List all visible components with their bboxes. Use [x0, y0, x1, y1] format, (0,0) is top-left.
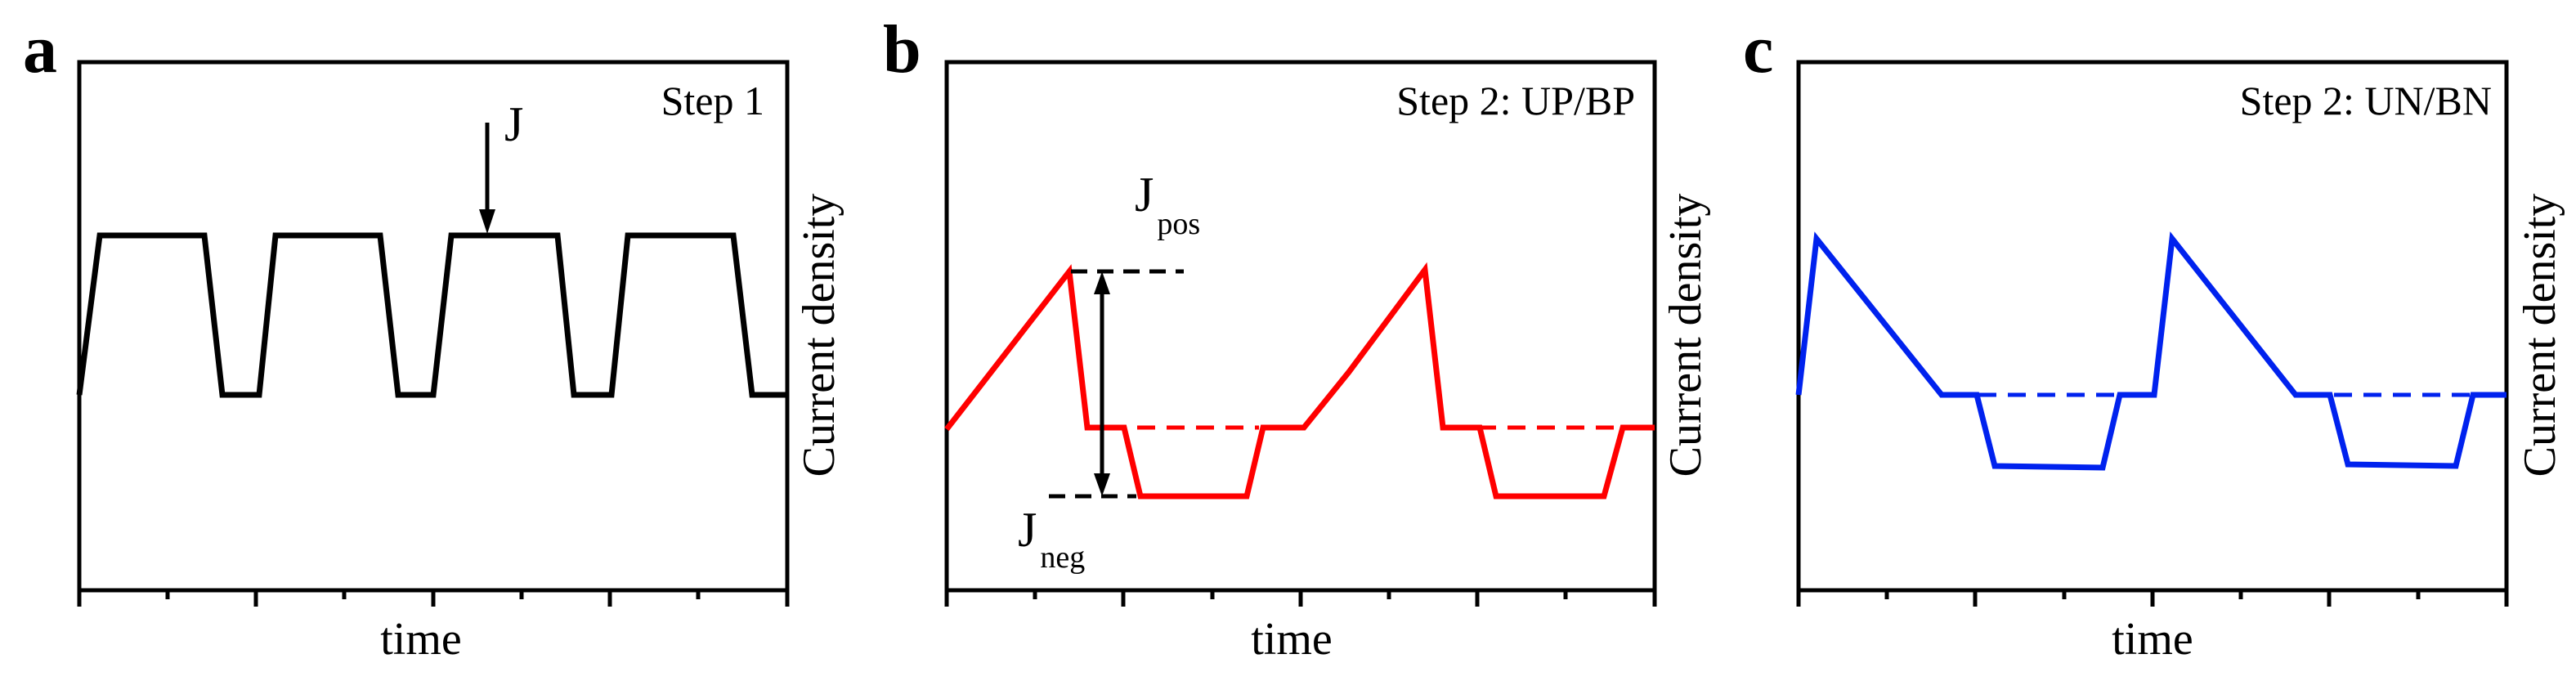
waveform-a [76, 232, 787, 398]
panel-a: a Step 1 time Current density J [23, 11, 844, 665]
jpos-jneg-marker [1049, 269, 1184, 499]
annotation-jneg-main: J [1018, 503, 1037, 557]
panel-letter-c: c [1743, 11, 1773, 87]
annotation-jpos-sub: pos [1157, 207, 1200, 241]
annotation-j: J [504, 97, 523, 151]
x-ticks-b [944, 590, 1657, 607]
ylabel-b: Current density [1660, 194, 1711, 477]
waveform-b [944, 262, 1655, 500]
plot-frame-a [77, 60, 790, 593]
waveform-c [1795, 231, 2507, 471]
step-label-c: Step 2: UN/BN [2240, 78, 2492, 123]
panel-letter-b: b [883, 11, 921, 87]
arrow-j [479, 123, 495, 234]
step-label-a: Step 1 [661, 78, 764, 123]
annotation-jneg: Jneg [1018, 503, 1085, 575]
panel-c: c Step 2: UN/BN time Current density [1743, 11, 2565, 665]
annotation-jpos: Jpos [1135, 168, 1200, 241]
ylabel-c: Current density [2515, 194, 2565, 477]
annotation-jneg-sub: neg [1040, 540, 1085, 575]
x-ticks-c [1796, 590, 2509, 607]
panel-letter-a: a [23, 11, 57, 87]
panel-b: b Step 2: UP/BP time Current density [883, 11, 1711, 665]
x-ticks-a [77, 590, 790, 607]
annotation-jpos-main: J [1135, 168, 1154, 222]
step-label-b: Step 2: UP/BP [1396, 78, 1635, 123]
ylabel-a: Current density [794, 194, 844, 477]
xlabel-a: time [380, 614, 462, 665]
xlabel-b: time [1251, 614, 1333, 665]
plot-frame-b [944, 60, 1657, 593]
xlabel-c: time [2112, 614, 2193, 665]
plot-frame-c [1796, 60, 2509, 593]
